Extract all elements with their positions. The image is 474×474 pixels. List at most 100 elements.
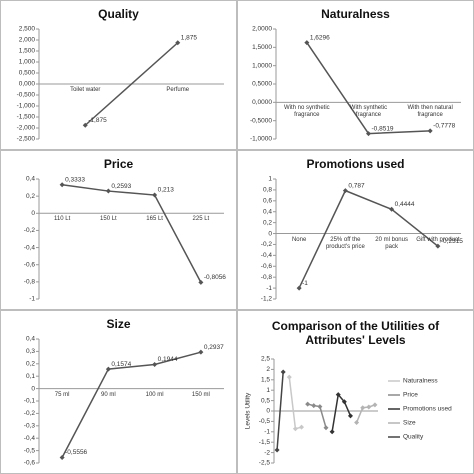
- data-label: 1,6296: [310, 34, 330, 41]
- chart-title: Comparison of the Utilities of Attribute…: [271, 319, 440, 347]
- point: [82, 122, 88, 128]
- y-axis-label: Levels Utility: [245, 392, 252, 429]
- y-tick-label: 0,8: [263, 187, 272, 194]
- data-label: 0,3333: [65, 176, 85, 183]
- y-tick-label: 0,4: [26, 336, 35, 343]
- x-tick-label: 25% off the product's price: [325, 236, 365, 250]
- line-series: [288, 377, 302, 430]
- x-tick-label: 110 Lt: [54, 216, 71, 223]
- y-tick-label: -1,500: [17, 114, 36, 121]
- point: [317, 404, 323, 410]
- y-tick-label: 1,0000: [252, 62, 272, 69]
- point: [105, 188, 111, 194]
- y-tick-label: 0,1: [26, 373, 35, 380]
- point: [335, 392, 341, 398]
- data-label: -0,8519: [372, 125, 394, 132]
- x-tick-label: Gift with product: [416, 236, 460, 243]
- y-tick-label: -0,6: [261, 263, 273, 270]
- data-label: 1,875: [181, 34, 198, 41]
- y-tick-label: 0,6: [263, 198, 272, 205]
- y-tick-label: 1: [268, 176, 272, 183]
- point: [311, 403, 317, 409]
- x-tick-label: None: [291, 236, 307, 243]
- y-tick-label: 0: [268, 230, 272, 237]
- point: [372, 402, 378, 408]
- x-tick-label: 165 Lt: [146, 216, 163, 223]
- point: [323, 425, 329, 431]
- y-tick-label: -1: [264, 429, 270, 436]
- chart-title: Quality: [98, 7, 139, 21]
- y-tick-label: 1,5000: [252, 44, 272, 51]
- point: [347, 413, 353, 419]
- point: [280, 369, 286, 375]
- y-tick-label: -0,3: [24, 423, 36, 430]
- chart-title: Price: [103, 157, 134, 171]
- point: [341, 399, 347, 405]
- chart: -0,6 -0,5 -0,4 -0,3 -0,2 -0,1 0 0,1 0,2 0,3 0,4 -0,…: [24, 336, 224, 467]
- y-tick-label: 0: [31, 385, 35, 392]
- y-tick-label: -2,000: [17, 125, 36, 132]
- chart-title: Promotions used: [306, 157, 405, 171]
- chart-panel: Size -0,6 -0,5 -0,4 -0,3 -0,2 -0,1 0 0,1 0,2 0,3 0,…: [0, 310, 237, 474]
- legend-label: Size: [403, 420, 416, 427]
- y-tick-label: -0,6: [24, 261, 36, 268]
- y-tick-label: 1,500: [19, 48, 36, 55]
- y-tick-label: 0,4: [263, 208, 272, 215]
- point: [105, 366, 111, 372]
- data-label: -0,2315: [441, 238, 463, 245]
- y-tick-label: 0,000: [19, 81, 36, 88]
- y-tick-label: -0,5: [259, 418, 271, 425]
- point: [299, 424, 305, 430]
- point: [152, 361, 158, 367]
- y-tick-label: 0,2: [26, 193, 35, 200]
- y-tick-label: 0,4: [26, 176, 35, 183]
- y-tick-label: -0,8: [261, 274, 273, 281]
- y-tick-label: -0,4: [24, 435, 36, 442]
- x-tick-label: 100 ml: [145, 391, 164, 398]
- data-label: -0,8056: [204, 274, 226, 281]
- point: [329, 429, 335, 435]
- y-tick-label: -1,5: [259, 439, 271, 446]
- y-tick-label: -0,2: [24, 410, 36, 417]
- point: [198, 279, 204, 285]
- line-series: [276, 371, 284, 451]
- y-tick-label: 0,5000: [252, 81, 272, 88]
- y-tick-label: 2,500: [19, 26, 36, 33]
- point: [366, 404, 372, 410]
- point: [274, 447, 280, 453]
- y-tick-label: -2,500: [17, 136, 36, 143]
- data-label: 0,1944: [158, 356, 178, 363]
- point: [360, 405, 366, 411]
- x-tick-label: Perfume: [166, 87, 190, 93]
- line-series: [298, 189, 439, 289]
- data-label: 0,2593: [111, 183, 131, 190]
- y-tick-label: 2,0000: [252, 26, 272, 33]
- y-tick-label: -0,2: [261, 241, 273, 248]
- y-tick-label: -0,4: [24, 244, 36, 251]
- y-tick-label: -0,5000: [250, 117, 272, 124]
- point: [389, 206, 395, 212]
- y-tick-label: 1,000: [19, 59, 36, 66]
- y-tick-label: -1,0000: [250, 136, 272, 143]
- line-series: [307, 403, 327, 428]
- y-tick-label: -0,8: [24, 279, 36, 286]
- data-label: 0,2937: [204, 344, 224, 351]
- chart: -2,5 -2 -1,5 -1 -0,5 0 0,5 1 1,5 2 2,5 Naturalness P…: [245, 356, 452, 467]
- y-tick-label: -2,5: [259, 460, 271, 467]
- y-tick-label: -0,500: [17, 92, 36, 99]
- legend-label: Quality: [403, 434, 424, 441]
- x-tick-label: With no synthetic fragrance: [283, 105, 330, 119]
- x-tick-label: 20 ml bonus pack: [375, 236, 408, 250]
- y-tick-label: 0: [31, 210, 35, 217]
- y-tick-label: 0: [266, 408, 270, 415]
- x-tick-label: 150 Lt: [100, 216, 117, 223]
- y-tick-label: 0,3: [26, 348, 35, 355]
- point: [366, 131, 371, 137]
- y-tick-label: -1,2: [261, 296, 273, 303]
- chart: -1 -0,8 -0,6 -0,4 -0,2 0 0,2 0,4 0,3333 0,2593 0,2…: [24, 176, 227, 303]
- chart-panel: Promotions used -1,2 -1 -0,8 -0,6 -0,4 -0,2 0 0,…: [237, 150, 474, 310]
- point: [435, 243, 441, 249]
- data-label: -0,7778: [433, 123, 455, 130]
- data-label: 0,787: [348, 182, 365, 189]
- data-label: -0,5556: [65, 449, 87, 456]
